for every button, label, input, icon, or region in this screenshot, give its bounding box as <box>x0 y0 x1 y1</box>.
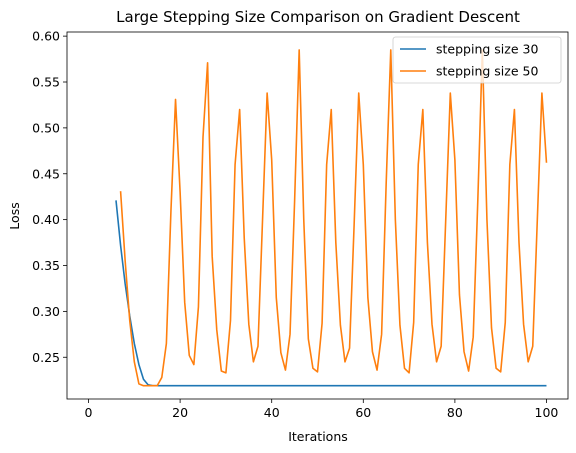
y-tick-label-3: 0.40 <box>32 212 60 227</box>
y-axis-label: Loss <box>7 202 22 229</box>
x-tick-label-60: 60 <box>355 405 371 420</box>
x-tick-label-100: 100 <box>535 405 559 420</box>
x-axis-label: Iterations <box>288 429 348 444</box>
legend-box <box>392 36 562 84</box>
plot-area: 0 20 40 60 80 100 0.25 0.30 0.35 0.40 0.45 0.50 0.55… <box>32 29 569 420</box>
y-tick-label-5: 0.50 <box>32 120 60 135</box>
series-line-1 <box>115 200 547 387</box>
legend-label-1: stepping size 30 <box>436 42 538 57</box>
series-line-2 <box>119 49 548 387</box>
y-tick-label-0: 0.25 <box>32 350 60 365</box>
legend-label-2: stepping size 50 <box>436 64 538 79</box>
plot-frame <box>66 31 569 400</box>
y-tick-label-2: 0.35 <box>32 258 60 273</box>
y-tick-label-7: 0.60 <box>32 29 60 44</box>
y-tick-label-1: 0.30 <box>32 304 60 319</box>
y-tick-label-4: 0.45 <box>32 166 60 181</box>
x-tick-label-20: 20 <box>172 405 188 420</box>
x-tick-label-80: 80 <box>447 405 463 420</box>
chart-title: Large Stepping Size Comparison on Gradie… <box>116 8 520 26</box>
x-tick-label-0: 0 <box>85 405 93 420</box>
x-tick-label-40: 40 <box>264 405 280 420</box>
y-tick-label-6: 0.55 <box>32 75 60 90</box>
